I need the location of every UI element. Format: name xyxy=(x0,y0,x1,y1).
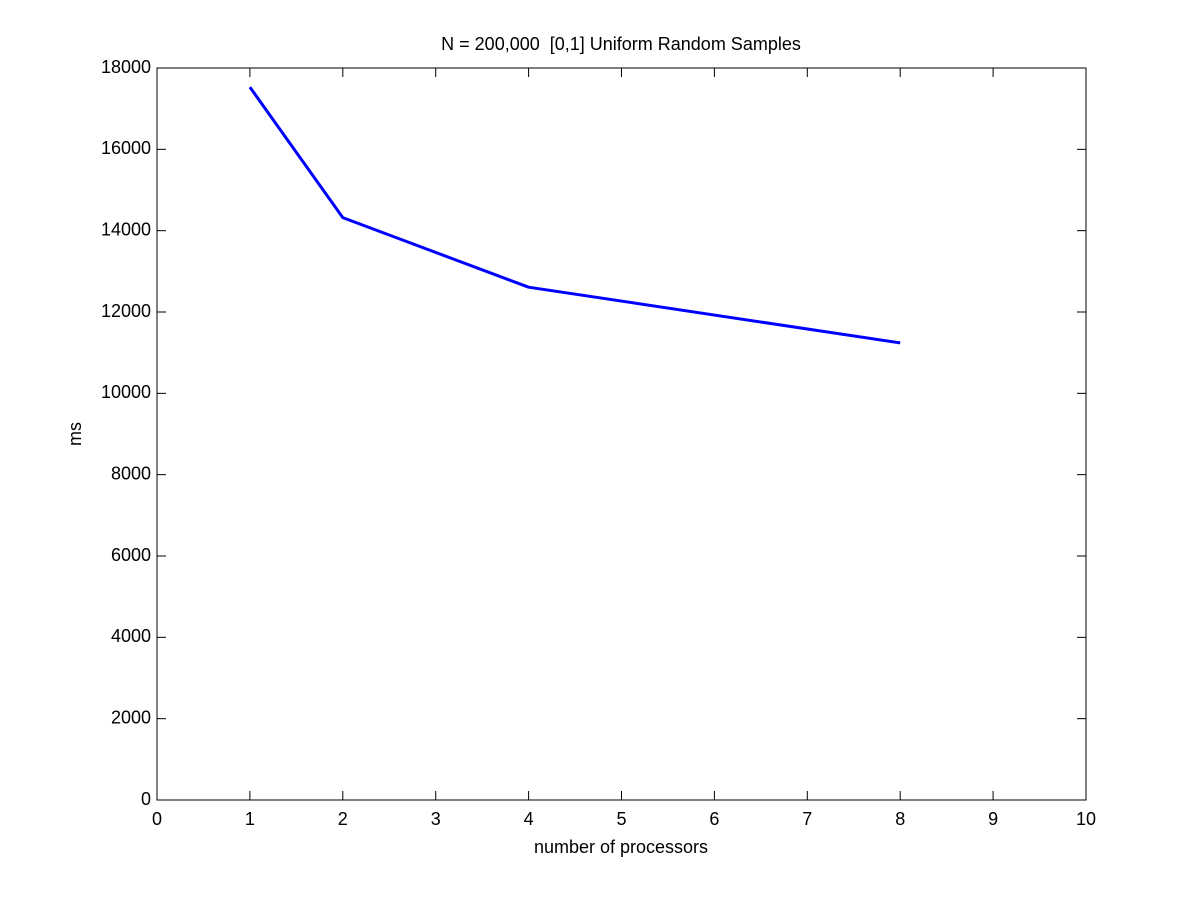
y-tick-label: 16000 xyxy=(101,138,151,158)
x-tick-label: 5 xyxy=(616,809,626,829)
y-tick-label: 2000 xyxy=(111,707,151,727)
x-tick-label: 2 xyxy=(338,809,348,829)
y-tick-label: 18000 xyxy=(101,57,151,77)
y-tick-label: 0 xyxy=(141,789,151,809)
y-axis-label: ms xyxy=(65,422,85,446)
x-axis-label: number of processors xyxy=(534,837,708,857)
x-tick-label: 0 xyxy=(152,809,162,829)
x-tick-label: 6 xyxy=(709,809,719,829)
y-tick-label: 8000 xyxy=(111,463,151,483)
line-series xyxy=(248,86,901,345)
y-tick-label: 4000 xyxy=(111,626,151,646)
y-tick-label: 12000 xyxy=(101,301,151,321)
y-tick-label: 10000 xyxy=(101,382,151,402)
x-tick-label: 7 xyxy=(802,809,812,829)
x-tick-label: 10 xyxy=(1076,809,1096,829)
plot-area xyxy=(156,67,1087,801)
y-tick-label: 6000 xyxy=(111,545,151,565)
x-tick-label: 3 xyxy=(431,809,441,829)
x-tick-label: 1 xyxy=(245,809,255,829)
y-tick-label: 14000 xyxy=(101,219,151,239)
x-tick-label: 4 xyxy=(524,809,534,829)
x-tick-label: 9 xyxy=(988,809,998,829)
x-tick-label: 8 xyxy=(895,809,905,829)
chart-title: N = 200,000 [0,1] Uniform Random Samples xyxy=(441,34,801,54)
